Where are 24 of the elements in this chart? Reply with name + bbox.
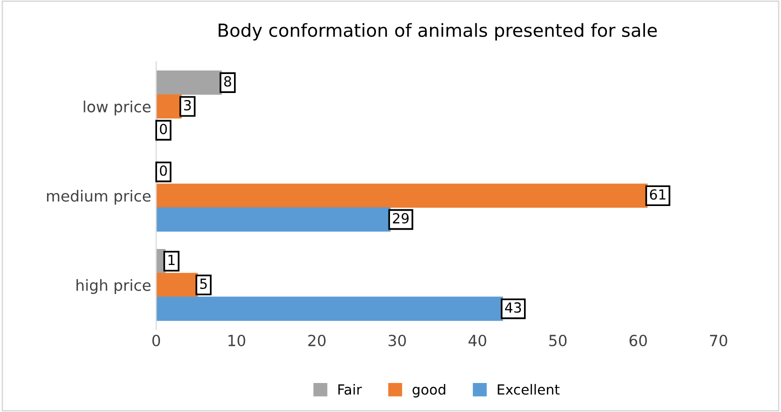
y-tick-label: low price — [84, 100, 151, 116]
x-tick-label: 20 — [308, 334, 326, 346]
legend-label: Excellent — [498, 384, 560, 395]
data-label: 61 — [650, 189, 666, 200]
data-label: 43 — [505, 302, 521, 313]
chart-title: Body conformation of animals presented for sale — [218, 23, 657, 41]
x-tick-label: 0 — [152, 334, 160, 346]
data-label: 1 — [168, 254, 175, 265]
legend-label: Fair — [338, 384, 362, 395]
x-tick-label: 50 — [549, 334, 567, 346]
x-tick-label: 10 — [228, 334, 246, 346]
data-label: 3 — [184, 100, 191, 110]
x-tick-label: 40 — [468, 334, 486, 346]
data-label: 5 — [200, 278, 207, 289]
x-tick-label: 70 — [710, 334, 728, 346]
x-tick-label: 60 — [630, 334, 647, 346]
y-tick-label: high price — [76, 279, 151, 294]
y-tick-label: medium price — [47, 190, 151, 205]
data-label: 8 — [224, 76, 232, 87]
legend-label: good — [412, 384, 446, 398]
data-label: 29 — [392, 213, 409, 224]
data-label: 0 — [160, 124, 167, 134]
x-tick-label: 30 — [388, 334, 406, 346]
data-label: 0 — [160, 165, 167, 176]
